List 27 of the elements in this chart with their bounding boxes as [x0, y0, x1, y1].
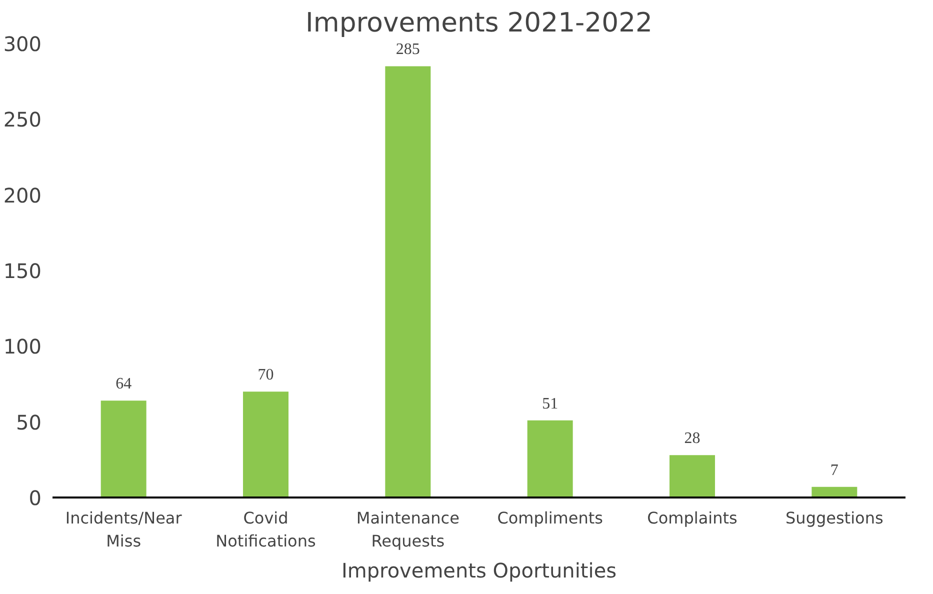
x-tick-label: Complaints	[647, 508, 738, 528]
data-label: 70	[258, 366, 274, 384]
y-tick-label: 200	[3, 183, 42, 208]
x-tick-label: Compliments	[497, 508, 603, 528]
y-tick-label: 0	[28, 486, 42, 510]
x-axis-title: Improvements Oportunities	[341, 558, 617, 582]
bar	[812, 486, 858, 498]
data-label: 64	[116, 376, 132, 393]
bar	[243, 392, 288, 498]
x-tick-label: Suggestions	[786, 508, 884, 528]
y-tick-label: 300	[3, 32, 42, 56]
y-tick-label: 150	[3, 259, 42, 283]
bar	[385, 66, 431, 498]
bar	[670, 455, 715, 498]
data-label: 7	[830, 462, 838, 479]
bar	[527, 420, 573, 498]
bar	[100, 400, 146, 498]
y-tick-label: 100	[3, 334, 42, 359]
data-label: 285	[396, 41, 420, 58]
data-label: 28	[684, 430, 700, 448]
x-tick-label: Covid Notifications	[216, 508, 316, 550]
y-tick-label: 250	[3, 108, 42, 132]
y-tick-label: 50	[16, 410, 42, 434]
data-label: 51	[542, 395, 558, 412]
x-tick-label: Maintenance Requests	[356, 508, 460, 550]
x-tick-label: Incidents/Near Miss	[65, 508, 182, 550]
chart-title: Improvements 2021-2022	[306, 8, 652, 38]
